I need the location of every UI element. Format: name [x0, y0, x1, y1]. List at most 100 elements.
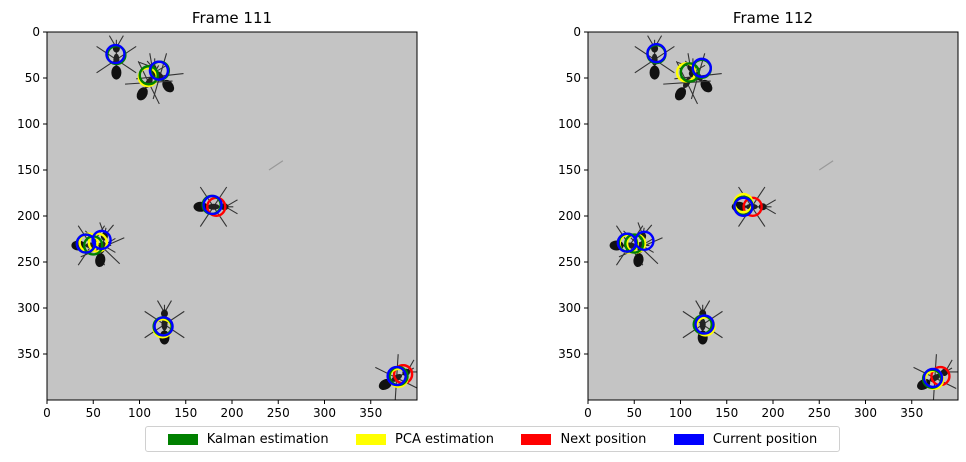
y-tick-label: 0	[32, 25, 40, 39]
ant-abdomen	[111, 65, 122, 80]
ant-leg	[159, 53, 168, 77]
x-tick-label: 250	[808, 406, 831, 420]
kalman-marker	[679, 62, 700, 83]
ant-thorax	[699, 318, 706, 331]
current-marker	[733, 196, 754, 218]
current-marker	[922, 367, 944, 389]
ant-leg	[934, 354, 937, 378]
ant-leg	[213, 186, 228, 208]
x-tick-label: 100	[669, 406, 692, 420]
x-tick-label: 0	[43, 406, 51, 420]
debris	[268, 160, 284, 171]
current-marker	[148, 60, 170, 81]
ant-abdomen	[95, 253, 106, 268]
y-tick-label: 200	[558, 209, 581, 223]
current-marker	[153, 316, 174, 337]
legend-item-pca: PCA estimation	[356, 432, 494, 447]
x-tick-label: 350	[900, 406, 923, 420]
ant-head	[160, 309, 168, 318]
ant-leg	[686, 82, 699, 105]
image-background	[588, 32, 958, 400]
legend-item-current: Current position	[673, 431, 818, 447]
image-background	[47, 32, 417, 400]
ant-abdomen	[136, 87, 148, 101]
ant-leg	[144, 310, 165, 326]
ant-leg	[751, 206, 766, 227]
y-tick-label: 200	[17, 209, 40, 223]
y-tick-label: 350	[17, 347, 40, 361]
x-tick-label: 300	[313, 406, 336, 420]
panel-title: Frame 112	[733, 9, 813, 27]
panel-frame-1: Frame 111 0 50 100 150 200 250 300 350 0 50 100 150 2…	[17, 9, 418, 420]
legend-label-current: Current position	[712, 431, 818, 447]
kalman-marker	[624, 233, 645, 254]
current-marker	[386, 365, 407, 387]
x-tick-label: 200	[762, 406, 785, 420]
ant-leg	[682, 324, 704, 339]
current-marker	[75, 233, 97, 254]
ant-leg	[164, 324, 185, 339]
next-marker	[742, 196, 763, 218]
legend-label-kalman: Kalman estimation	[206, 431, 329, 447]
y-tick-label: 250	[558, 255, 581, 269]
x-tick-label: 150	[174, 406, 197, 420]
ant-thorax	[207, 203, 220, 210]
ant-thorax	[161, 318, 168, 331]
camera-image	[47, 32, 417, 400]
y-tick-label: 250	[17, 255, 40, 269]
legend-label-pca: PCA estimation	[395, 431, 495, 447]
y-tick-label: 0	[573, 25, 581, 39]
ant-leg	[375, 366, 397, 379]
y-tick-label: 100	[558, 117, 581, 131]
y-tick-label: 100	[17, 117, 40, 131]
y-tick-label: 350	[558, 347, 581, 361]
x-tick-label: 50	[86, 406, 101, 420]
current-marker	[105, 43, 126, 65]
ant-leg	[751, 186, 766, 208]
legend-swatch-pca	[356, 433, 387, 445]
x-tick-label: 150	[715, 406, 738, 420]
x-tick-label: 250	[267, 406, 290, 420]
ant-leg	[702, 310, 723, 326]
y-tick-label: 150	[17, 163, 40, 177]
ant-leg	[634, 45, 655, 61]
x-tick-label: 100	[128, 406, 151, 420]
y-tick-label: 50	[566, 71, 581, 85]
ant-leg	[682, 310, 704, 326]
y-tick-label: 150	[558, 163, 581, 177]
debris	[818, 160, 834, 171]
current-marker	[634, 230, 655, 252]
ant-leg	[137, 61, 150, 83]
legend-swatch-next	[521, 433, 552, 445]
legend-item-next: Next position	[521, 432, 646, 447]
ant-leg	[102, 246, 121, 265]
ant-abdomen	[162, 79, 175, 93]
legend-label-next: Next position	[560, 431, 647, 447]
x-tick-label: 50	[627, 406, 642, 420]
y-tick-label: 50	[25, 71, 40, 85]
panel-title: Frame 111	[192, 9, 272, 27]
ant-leg	[213, 206, 228, 227]
ant-abdomen	[633, 253, 644, 268]
y-tick-label: 300	[558, 301, 581, 315]
ant-leg	[159, 72, 184, 77]
ant-leg	[199, 206, 214, 227]
x-tick-label: 300	[854, 406, 877, 420]
current-marker	[646, 42, 667, 64]
current-marker	[691, 57, 712, 79]
legend-item-kalman: Kalman estimation	[167, 431, 329, 447]
panel-frame-2: Frame 112 0 50 100 150 200 250 300 350 0 50 100 150 2…	[558, 9, 959, 420]
x-tick-label: 350	[359, 406, 382, 420]
y-tick-label: 300	[17, 301, 40, 315]
legend-swatch-current	[673, 433, 704, 445]
ant-leg	[663, 82, 688, 85]
kalman-marker	[138, 65, 159, 86]
ant-abdomen	[674, 87, 687, 101]
x-tick-label: 0	[584, 406, 592, 420]
camera-image	[588, 32, 958, 400]
ant-leg	[690, 76, 699, 100]
current-marker	[694, 314, 715, 335]
x-tick-label: 200	[221, 406, 244, 420]
legend: Kalman estimation PCA estimation Next po…	[145, 426, 840, 452]
